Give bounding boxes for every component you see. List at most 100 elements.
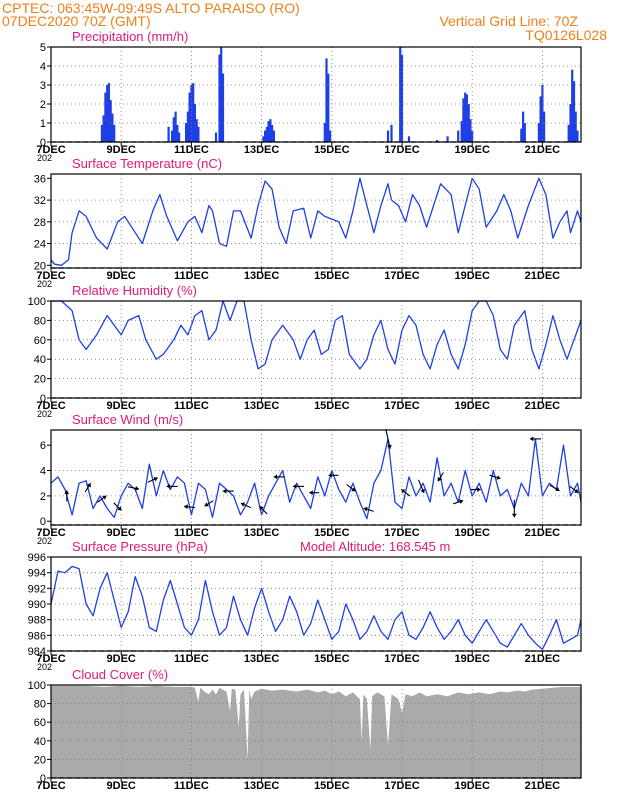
precip-bar — [386, 130, 390, 142]
wind-vector-arrow — [113, 502, 122, 511]
precip-bar — [464, 92, 467, 142]
precip-bar — [407, 136, 411, 142]
wind-vector-arrow — [166, 483, 178, 489]
rh-xtick-label: 13DEC — [244, 400, 280, 412]
precip-ytick-label: 0 — [40, 137, 46, 149]
wind-arrow-head — [204, 502, 209, 507]
precip-bar — [327, 73, 330, 142]
precip-bar — [569, 104, 572, 142]
cloud-xtick-label: 15DEC — [314, 780, 350, 792]
pres-ytick-label: 994 — [28, 568, 46, 580]
wind-vector-arrow — [147, 477, 158, 483]
cloud-ytick-label: 40 — [34, 736, 46, 748]
cloud-xtick-label: 9DEC — [107, 780, 136, 792]
pres-panel: 984 986 988 990 992 994 996 7DEC 9DEC 11DEC 13DEC 1… — [28, 539, 582, 672]
precip-ytick-label: 5 — [40, 42, 46, 54]
precip-xtick-label: 21DEC — [525, 144, 561, 156]
rh-xtick-label: 15DEC — [314, 400, 350, 412]
precip-bar — [523, 123, 526, 142]
precip-bar — [193, 104, 196, 142]
wind-vector-arrow — [346, 484, 356, 492]
precip-bar — [195, 119, 198, 142]
precip-bar — [265, 126, 268, 142]
wind-arrow-head — [477, 487, 481, 492]
wind-title: Surface Wind (m/s) — [72, 412, 183, 427]
rh-ytick-label: 100 — [28, 296, 46, 308]
cloud-xtick-label: 7DEC — [36, 780, 65, 792]
temp-xtick-label: 7DEC — [36, 270, 65, 282]
rh-xtick-label: 21DEC — [525, 400, 561, 412]
pres-year-label: 202 — [37, 662, 52, 672]
precip-bar — [111, 113, 114, 142]
temp-year-label: 202 — [37, 279, 52, 289]
temp-ytick-label: 24 — [34, 239, 46, 251]
temp-frame — [50, 173, 582, 269]
cloud-ytick-label: 0 — [40, 773, 46, 785]
wind-vector-arrow — [385, 428, 392, 449]
wind-vector-arrow — [293, 483, 304, 489]
precip-bar — [467, 104, 470, 142]
pres-ytick-label: 990 — [28, 599, 46, 611]
pres-xtick-label: 7DEC — [36, 653, 65, 665]
temp-xtick-label: 9DEC — [107, 270, 136, 282]
wind-arrow-head — [420, 488, 425, 493]
pres-xtick-label: 13DEC — [244, 653, 280, 665]
wind-arrow-head — [351, 487, 356, 492]
wind-xtick-label: 11DEC — [174, 527, 209, 539]
precip-ytick-label: 4 — [40, 61, 46, 73]
precip-bar — [190, 85, 193, 142]
precip-bar — [192, 83, 195, 142]
precip-bar — [471, 130, 474, 142]
temp-series-line — [50, 177, 582, 266]
rh-xtick-label: 17DEC — [384, 400, 420, 412]
wind-vector-arrow — [64, 490, 70, 502]
rh-panel: 0 20 40 60 80 100 7DEC 9DEC 11DEC 13DEC 15DEC 17DEC… — [28, 283, 582, 419]
wind-panel: 0 2 4 6 7DEC 9DEC 11DEC 13DEC 15DEC 17DEC 19DEC 21D… — [36, 412, 582, 546]
wind-vector-arrow — [273, 474, 285, 480]
temp-ytick-label: 36 — [34, 173, 46, 185]
wind-vector-arrow — [309, 490, 320, 496]
wind-arrow-head — [363, 506, 368, 512]
wind-frame — [50, 429, 582, 526]
precip-bar — [264, 130, 267, 142]
wind-arrow-head — [328, 472, 333, 478]
wind-arrow-head — [511, 513, 517, 518]
rh-ytick-label: 20 — [34, 374, 46, 386]
cloud-ytick-label: 100 — [28, 680, 46, 692]
wind-vector-arrow — [328, 472, 339, 478]
wind-vector-arrow — [511, 499, 517, 518]
precip-bar — [541, 85, 544, 142]
wind-vector-arrow — [489, 474, 501, 480]
cloud-ytick-label: 20 — [34, 754, 46, 766]
rh-xtick-label: 7DEC — [36, 400, 65, 412]
precip-bar — [109, 100, 112, 142]
wind-arrow-head — [387, 444, 392, 449]
cloud-xtick-label: 19DEC — [454, 780, 490, 792]
wind-vector-arrow — [222, 488, 234, 494]
precip-bar — [328, 130, 332, 142]
precip-bar — [460, 121, 463, 142]
wind-ytick-label: 6 — [40, 440, 46, 452]
precip-bar — [174, 111, 177, 142]
precip-xtick-label: 19DEC — [454, 144, 490, 156]
wind-arrow-head — [309, 490, 313, 496]
pres-xtick-label: 19DEC — [454, 653, 490, 665]
wind-arrow-head — [102, 495, 107, 500]
pres-xtick-label: 11DEC — [174, 653, 209, 665]
header-run-time: 07DEC2020 70Z (GMT) — [2, 13, 151, 29]
precip-ytick-label: 2 — [40, 99, 46, 111]
temp-ytick-label: 20 — [34, 260, 46, 272]
precip-bar — [220, 47, 223, 142]
precip-bar — [465, 94, 468, 142]
precip-bar — [272, 130, 275, 142]
wind-xtick-label: 9DEC — [107, 527, 136, 539]
precip-bar — [271, 124, 274, 142]
wind-arrow-head — [293, 483, 297, 489]
pres-xtick-label: 9DEC — [107, 653, 136, 665]
precip-bar — [106, 85, 109, 142]
wind-ytick-label: 4 — [40, 466, 46, 478]
rh-series-line — [51, 300, 582, 370]
precip-xtick-label: 9DEC — [107, 144, 136, 156]
wind-vector-arrow — [184, 504, 196, 510]
cloud-ytick-label: 80 — [34, 699, 46, 711]
